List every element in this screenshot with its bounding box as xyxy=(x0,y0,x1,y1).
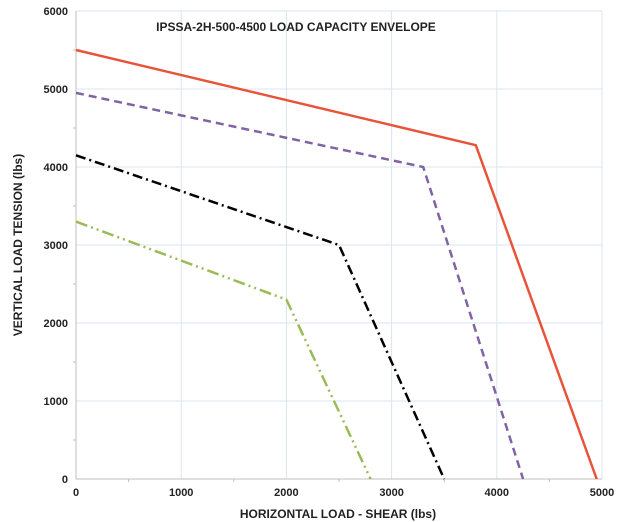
y-tick-label-0: 0 xyxy=(62,474,68,486)
y-axis-title: VERTICAL LOAD TENSION (lbs) xyxy=(11,154,25,336)
x-tick-label-3: 3000 xyxy=(379,487,403,499)
y-tick-label-4: 4000 xyxy=(44,162,68,174)
series-line-0 xyxy=(75,48,598,480)
series-line-1 xyxy=(75,91,525,480)
x-axis-title: HORIZONTAL LOAD - SHEAR (lbs) xyxy=(240,507,436,521)
series-group xyxy=(75,48,598,480)
y-tick-label-6: 6000 xyxy=(44,6,68,18)
x-tick-label-2: 2000 xyxy=(274,487,298,499)
y-tick-label-2: 2000 xyxy=(44,318,68,330)
y-tick-label-5: 5000 xyxy=(44,84,68,96)
grid xyxy=(76,10,603,479)
x-tick-label-5: 5000 xyxy=(590,487,614,499)
x-tick-label-1: 1000 xyxy=(169,487,193,499)
series-line-3 xyxy=(75,220,372,480)
axes xyxy=(73,11,602,482)
x-tick-label-4: 4000 xyxy=(485,487,509,499)
tick-labels: 0 1000 2000 3000 4000 5000 0 1000 2000 3000 4000 50… xyxy=(44,6,615,499)
chart-title: IPSSA-2H-500-4500 LOAD CAPACITY ENVELOPE xyxy=(156,20,436,34)
x-tick-label-0: 0 xyxy=(73,487,79,499)
y-tick-label-1: 1000 xyxy=(44,396,68,408)
series-line-2 xyxy=(75,154,446,480)
y-tick-label-3: 3000 xyxy=(44,240,68,252)
